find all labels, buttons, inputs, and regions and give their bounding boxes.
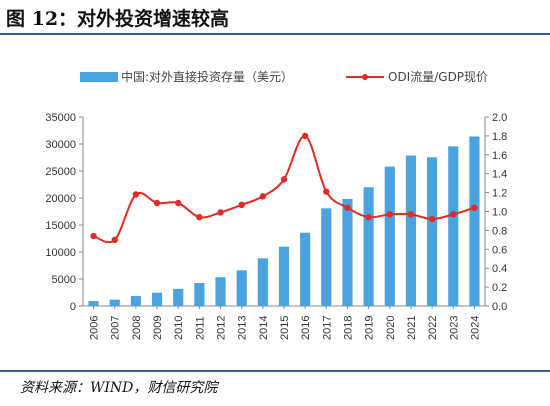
line-point [386,211,393,218]
line-series [90,132,478,244]
bar-series [88,136,480,306]
x-tick-label: 2024 [469,316,481,340]
line-point [471,204,478,211]
x-tick-label: 2008 [131,316,143,340]
top-divider [0,33,550,35]
line-point [153,199,161,207]
line-point [323,188,330,195]
line-point [407,211,415,218]
bar [215,277,226,306]
y-right-tick-label: 1.2 [492,188,507,200]
x-tick-label: 2019 [364,316,376,340]
line-point [238,201,245,209]
y-left-tick-label: 35000 [45,112,76,124]
x-tick-label: 2018 [342,316,354,340]
bar [342,198,353,306]
bar [278,246,290,306]
legend-swatch-marker [362,74,368,80]
x-tick-label: 2015 [279,316,291,340]
x-tick-label: 2023 [448,316,460,340]
y-left-tick-label: 10000 [45,247,76,259]
line-point [111,236,118,244]
bar [300,232,311,306]
bar [363,187,374,306]
x-tick-label: 2021 [406,316,418,340]
bottom-divider [0,370,550,372]
bar [384,166,395,306]
x-tick-label: 2011 [194,316,206,340]
y-right-tick-label: 1.4 [492,169,507,181]
chart: 中国:对外直接投资存量（美元） ODI流量/GDP现价 0 5000 10000 15… [45,69,507,340]
page-title: 图 12：对外投资增速较高 [6,8,230,30]
legend-swatch-bar [80,72,118,82]
line-point [90,232,97,240]
x-axis-labels: 2006 2007 2008 2009 2010 2011 2012 2013 2014 2015… [89,306,481,340]
source-note: 资料来源：WIND，财信研究院 [20,380,218,396]
x-tick-label: 2012 [216,316,228,340]
x-tick-label: 2007 [110,316,122,340]
bar [236,270,247,306]
bar [469,136,480,306]
legend: 中国:对外直接投资存量（美元） ODI流量/GDP现价 [80,69,488,84]
y-right-tick-label: 0.8 [492,225,507,237]
bar [448,146,459,306]
y-right-tick-label: 1.8 [492,131,507,143]
axes: 0 5000 10000 15000 20000 25000 30000 35000 0.0 0.… [45,112,507,313]
y-left-tick-label: 20000 [45,193,76,205]
legend-label-line: ODI流量/GDP现价 [388,70,488,84]
bar [130,296,141,306]
line-point [280,176,288,183]
legend-label-bar: 中国:对外直接投资存量（美元） [121,69,293,84]
y-left-tick-label: 30000 [45,139,76,151]
bar [109,299,120,306]
y-right-tick-label: 0.2 [492,282,507,294]
x-tick-label: 2020 [385,316,397,340]
bar [194,283,205,306]
line-path [93,134,475,244]
line-point [259,193,267,200]
y-left-tick-label: 15000 [45,220,76,232]
y-left-tick-label: 5000 [52,274,76,286]
line-point [132,191,140,198]
bar [173,288,184,306]
bar [151,292,163,306]
line-point [175,199,182,207]
x-tick-label: 2013 [237,316,249,340]
line-point [217,209,224,216]
line-point [196,213,203,221]
line-point [301,132,309,140]
y-right-tick-label: 0.4 [492,263,507,275]
y-right-tick-label: 0.0 [492,301,507,313]
x-tick-label: 2022 [427,316,439,340]
x-tick-label: 2010 [173,316,185,340]
y-right-tick-label: 0.6 [492,244,507,256]
bar [321,208,332,306]
line-point [365,213,372,221]
y-right-tick-label: 2.0 [492,112,507,124]
y-right-tick-label: 1.6 [492,150,507,162]
bar [257,258,268,306]
x-tick-label: 2017 [321,316,333,340]
x-tick-label: 2006 [89,316,101,340]
line-point [450,211,457,218]
bar [405,155,417,306]
y-left-tick-label: 25000 [45,166,76,178]
x-tick-label: 2016 [300,316,312,340]
bar [427,157,438,306]
x-tick-label: 2014 [258,316,270,340]
bar [88,301,99,306]
line-point [344,204,351,211]
y-left-tick-label: 0 [70,301,76,313]
x-tick-label: 2009 [152,316,164,340]
y-right-tick-label: 1.0 [492,207,507,219]
line-point [428,215,436,223]
